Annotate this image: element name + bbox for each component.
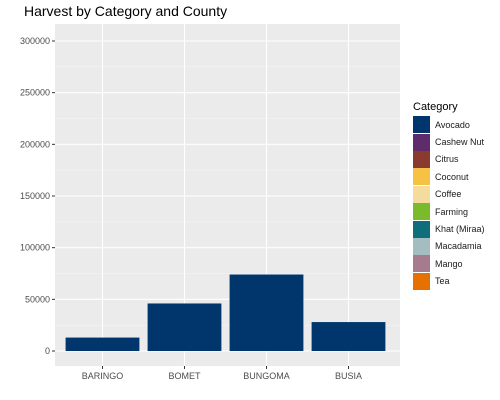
legend-label: Tea: [435, 276, 450, 286]
legend: Category Avocado Cashew Nut Citrus Coconut C…: [413, 101, 485, 290]
legend-title: Category: [413, 101, 485, 113]
legend-item: Citrus: [413, 151, 485, 168]
bar-bomet: [148, 303, 222, 351]
x-tick-label: BUSIA: [335, 371, 362, 381]
legend-item: Tea: [413, 273, 485, 290]
legend-swatch: [413, 273, 430, 290]
legend-item: Cashew Nut: [413, 133, 485, 150]
legend-swatch: [413, 203, 430, 220]
legend-label: Farming: [435, 207, 468, 217]
legend-label: Citrus: [435, 154, 459, 164]
y-tick-label: 150000: [20, 191, 50, 201]
legend-label: Macadamia: [435, 241, 482, 251]
x-tick-label: BOMET: [168, 371, 201, 381]
y-tick-label: 200000: [20, 139, 50, 149]
legend-swatch: [413, 134, 430, 151]
y-tick-label: 250000: [20, 88, 50, 98]
x-tick-label: BUNGOMA: [243, 371, 290, 381]
y-tick-label: 300000: [20, 36, 50, 46]
bar-bungoma: [230, 275, 304, 351]
x-tick-label: BARINGO: [82, 371, 124, 381]
legend-swatch: [413, 168, 430, 185]
legend-item: Coconut: [413, 168, 485, 185]
y-tick-label: 0: [45, 346, 50, 356]
legend-item: Coffee: [413, 186, 485, 203]
legend-label: Cashew Nut: [435, 137, 484, 147]
legend-swatch: [413, 255, 430, 272]
x-axis: BARINGO BOMET BUNGOMA BUSIA: [82, 366, 362, 381]
bar-baringo: [66, 338, 140, 351]
legend-item: Khat (Miraa): [413, 220, 485, 237]
legend-item: Farming: [413, 203, 485, 220]
legend-label: Coffee: [435, 189, 461, 199]
y-tick-label: 50000: [25, 294, 50, 304]
legend-swatch: [413, 221, 430, 238]
y-tick-label: 100000: [20, 243, 50, 253]
y-axis: 0 50000 100000 150000 200000 250000 300000: [20, 36, 55, 356]
legend-label: Avocado: [435, 120, 470, 130]
legend-item: Macadamia: [413, 238, 485, 255]
legend-swatch: [413, 238, 430, 255]
legend-items: Avocado Cashew Nut Citrus Coconut Coffee Farm…: [413, 116, 485, 290]
legend-label: Coconut: [435, 172, 469, 182]
bar-busia: [312, 322, 386, 351]
legend-label: Khat (Miraa): [435, 224, 485, 234]
legend-swatch: [413, 116, 430, 133]
legend-label: Mango: [435, 259, 463, 269]
legend-item: Avocado: [413, 116, 485, 133]
legend-swatch: [413, 151, 430, 168]
legend-swatch: [413, 186, 430, 203]
legend-item: Mango: [413, 255, 485, 272]
